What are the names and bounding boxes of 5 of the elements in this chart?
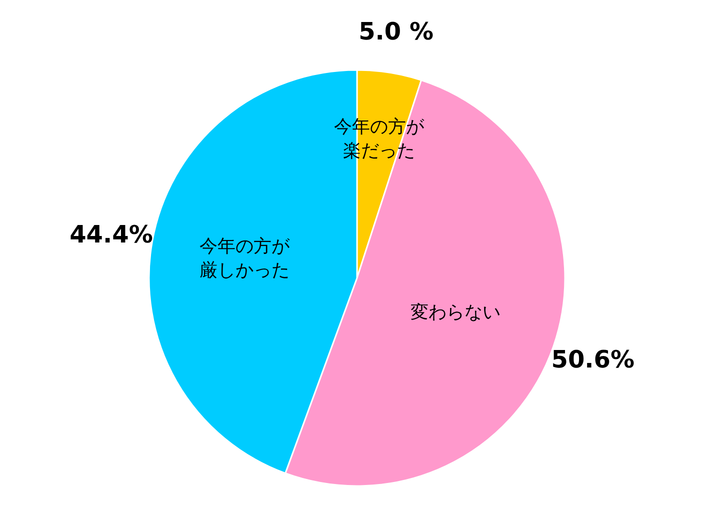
slice-label: 今年の方が厳しかった [199, 236, 290, 281]
data-label: 5.0 % [358, 17, 434, 46]
data-label: 44.4% [70, 220, 153, 248]
data-label: 50.6% [551, 346, 635, 374]
slice-label: 変わらない [410, 302, 500, 323]
